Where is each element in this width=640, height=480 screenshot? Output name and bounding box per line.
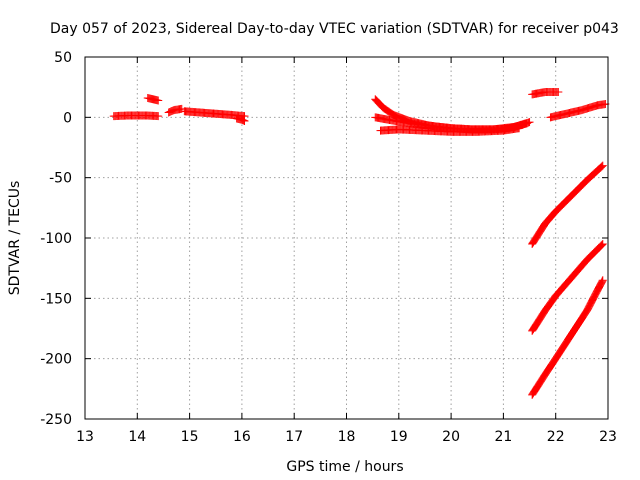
data-point bbox=[515, 124, 524, 133]
x-tick-label: 17 bbox=[285, 429, 303, 445]
data-point bbox=[154, 112, 163, 121]
series-arc bbox=[232, 114, 249, 125]
x-tick-label: 16 bbox=[233, 429, 251, 445]
series-arc bbox=[143, 94, 163, 105]
series-arc bbox=[164, 104, 186, 117]
y-tick-label: -150 bbox=[40, 291, 72, 307]
series-arc bbox=[528, 240, 607, 335]
y-tick-label: -100 bbox=[40, 231, 72, 247]
y-tick-label: 0 bbox=[63, 110, 72, 126]
data-point bbox=[554, 87, 563, 96]
axis-ticks: 13 14 15 16 17 18 19 20 21 22 23 50 0 -50 -100 -150 -200… bbox=[40, 50, 617, 445]
y-tick-label: -250 bbox=[40, 412, 72, 428]
y-tick-label: 50 bbox=[54, 50, 72, 66]
x-tick-label: 15 bbox=[181, 429, 199, 445]
y-axis-label: SDTVAR / TECUs bbox=[7, 181, 23, 296]
x-tick-label: 18 bbox=[338, 429, 356, 445]
data-point bbox=[598, 277, 607, 286]
plot-frame bbox=[84, 56, 609, 420]
x-tick-label: 23 bbox=[599, 429, 617, 445]
series-arc bbox=[546, 100, 610, 122]
x-tick-label: 22 bbox=[547, 429, 565, 445]
x-tick-label: 13 bbox=[76, 429, 94, 445]
x-axis-label: GPS time / hours bbox=[286, 459, 403, 475]
data-point bbox=[154, 96, 163, 105]
data-point bbox=[597, 162, 606, 171]
x-tick-label: 21 bbox=[494, 429, 512, 445]
series-arc bbox=[109, 111, 163, 121]
x-tick-label: 20 bbox=[442, 429, 460, 445]
series-arc bbox=[528, 161, 607, 249]
data-point bbox=[525, 118, 534, 127]
data-point bbox=[597, 163, 606, 172]
y-tick-label: -200 bbox=[40, 352, 72, 368]
data-point bbox=[598, 161, 607, 170]
data-point bbox=[597, 240, 606, 249]
y-tick-label: -50 bbox=[49, 171, 72, 187]
series-arc bbox=[180, 107, 249, 121]
data-point bbox=[240, 116, 249, 125]
series-arc bbox=[376, 124, 524, 136]
x-tick-label: 19 bbox=[390, 429, 408, 445]
x-tick-label: 14 bbox=[128, 429, 146, 445]
data-point bbox=[598, 240, 607, 249]
grid-lines bbox=[85, 57, 608, 419]
data-point bbox=[597, 278, 606, 287]
data-points bbox=[109, 87, 610, 399]
data-point bbox=[598, 276, 607, 285]
data-point bbox=[597, 241, 606, 250]
series-arc bbox=[528, 276, 607, 399]
series-arc bbox=[528, 87, 563, 99]
chart-title: Day 057 of 2023, Sidereal Day-to-day VTE… bbox=[50, 21, 619, 37]
